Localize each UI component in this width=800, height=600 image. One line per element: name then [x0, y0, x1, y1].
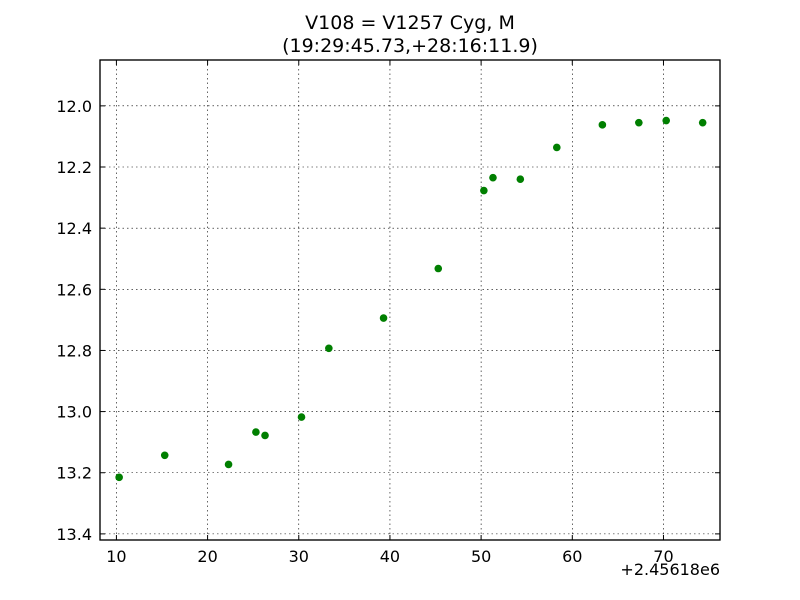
data-point [489, 173, 497, 182]
data-point [516, 175, 525, 184]
chart-title: V108 = V1257 Cyg, M [305, 12, 515, 34]
y-tick-label: 12.0 [56, 97, 92, 116]
x-tick-label: 20 [197, 547, 217, 566]
data-point [325, 344, 333, 353]
data-point [552, 143, 561, 152]
y-tick-label: 12.6 [56, 280, 92, 299]
x-tick-label: 70 [653, 547, 673, 566]
data-point [698, 118, 707, 127]
y-tick-label: 13.0 [56, 403, 92, 422]
data-point [297, 413, 306, 421]
x-tick-label: 50 [471, 547, 491, 566]
data-point [252, 428, 260, 436]
plot-frame [99, 59, 721, 541]
axis-ticks: 10 20 30 40 50 60 70 12.0 12.2 12.4 12.6 12.8 13.0 13… [56, 60, 720, 566]
data-point [662, 116, 671, 125]
data-point [224, 460, 233, 469]
data-point [434, 264, 443, 273]
data-point [379, 314, 388, 322]
x-tick-label: 10 [106, 547, 126, 566]
x-tick-label: 60 [562, 547, 582, 566]
y-tick-label: 13.2 [56, 464, 92, 483]
x-tick-label: 30 [289, 547, 309, 566]
y-tick-label: 12.2 [56, 158, 92, 177]
y-tick-label: 12.4 [56, 219, 92, 238]
chart-subtitle: (19:29:45.73,+28:16:11.9) [282, 35, 538, 57]
data-point [261, 431, 269, 440]
data-point [115, 473, 123, 482]
plot-area [99, 59, 721, 541]
x-offset-label: +2.45618e6 [620, 560, 720, 579]
data-point [160, 451, 169, 460]
grid-lines [100, 60, 720, 540]
data-point [480, 186, 488, 195]
data-point [598, 121, 607, 129]
y-tick-label: 12.8 [56, 341, 92, 360]
y-tick-label: 13.4 [56, 525, 92, 544]
x-tick-label: 40 [380, 547, 400, 566]
data-points [115, 116, 707, 482]
data-point [635, 118, 643, 127]
